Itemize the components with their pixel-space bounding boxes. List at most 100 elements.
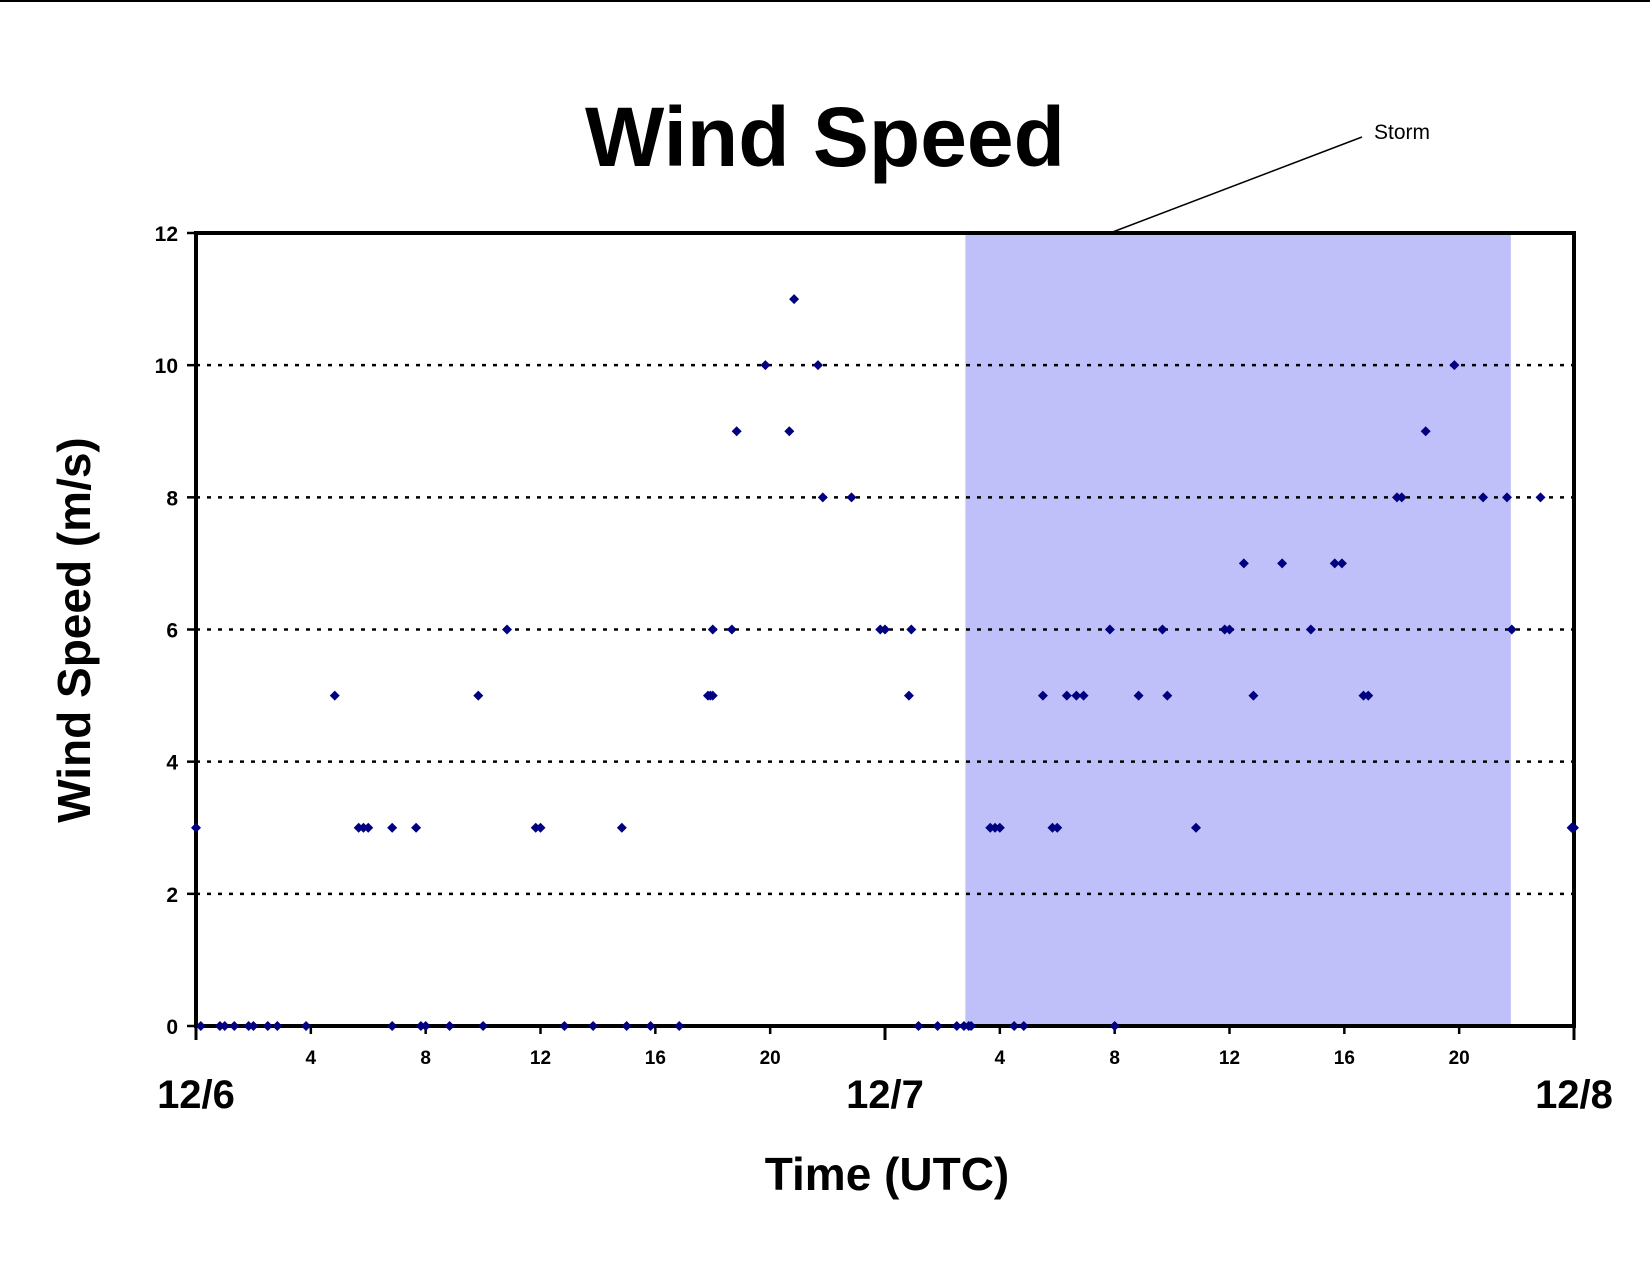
data-point	[535, 822, 546, 833]
data-point	[674, 1021, 685, 1031]
data-point	[1329, 558, 1340, 569]
data-point	[913, 1021, 924, 1031]
x-tick-label: 4	[306, 1048, 317, 1069]
data-point	[248, 1021, 259, 1031]
data-point	[1420, 426, 1431, 437]
data-point	[906, 624, 917, 635]
x-day-label: 12/8	[1535, 1073, 1613, 1117]
data-point	[502, 624, 513, 635]
data-point	[1133, 690, 1144, 701]
data-point	[387, 1021, 398, 1031]
y-tick-label: 10	[155, 355, 178, 378]
data-point	[645, 1021, 656, 1031]
y-tick-label: 0	[166, 1016, 178, 1039]
data-point	[272, 1021, 283, 1031]
data-point	[411, 822, 422, 833]
chart-title: Wind Speed	[585, 90, 1065, 184]
x-tick-label: 8	[1109, 1048, 1120, 1069]
data-point	[994, 822, 1005, 833]
data-point	[444, 1021, 455, 1031]
data-point	[1224, 624, 1235, 635]
data-point	[726, 624, 737, 635]
storm-annotation-line	[1109, 136, 1363, 234]
data-point	[621, 1021, 632, 1031]
data-point	[1478, 492, 1489, 503]
data-point	[707, 690, 718, 701]
data-point	[1009, 1021, 1020, 1031]
data-point	[1535, 492, 1546, 503]
x-tick-label: 8	[420, 1048, 431, 1069]
data-point	[301, 1021, 312, 1031]
data-point	[1071, 690, 1082, 701]
y-tick-label: 2	[166, 884, 178, 907]
data-point	[1569, 822, 1579, 833]
data-point	[846, 492, 857, 503]
x-day-label: 12/7	[846, 1073, 924, 1117]
data-point	[1502, 492, 1513, 503]
data-point	[731, 426, 742, 437]
x-tick-label: 4	[995, 1048, 1006, 1069]
data-point	[616, 822, 627, 833]
data-point	[478, 1021, 489, 1031]
data-point	[1061, 690, 1072, 701]
data-point	[363, 822, 374, 833]
data-point	[903, 690, 914, 701]
data-point	[966, 1021, 977, 1031]
x-tick-label: 16	[645, 1048, 666, 1069]
data-point	[1238, 558, 1249, 569]
data-point	[191, 822, 201, 833]
data-point	[784, 426, 795, 437]
data-point	[1078, 690, 1089, 701]
x-tick-label: 12	[530, 1048, 551, 1069]
x-axis-ticks: 4 8 12 16 20 4 8 12 16 20 12/6 12/7 12/8	[157, 1026, 1613, 1117]
data-point	[932, 1021, 943, 1031]
data-point	[880, 624, 890, 635]
data-point	[219, 1021, 230, 1031]
x-tick-label: 16	[1334, 1048, 1355, 1069]
data-point	[1052, 822, 1063, 833]
data-point	[707, 624, 718, 635]
data-point	[387, 822, 398, 833]
data-point	[229, 1021, 240, 1031]
x-day-label: 12/6	[157, 1073, 235, 1117]
data-point	[813, 360, 824, 371]
data-point	[817, 492, 828, 503]
data-point	[1109, 1021, 1120, 1031]
data-point	[1248, 690, 1259, 701]
data-point	[420, 1021, 431, 1031]
data-points	[191, 294, 1579, 1031]
data-point	[195, 1021, 206, 1031]
y-axis-label: Wind Speed (m/s)	[48, 437, 100, 823]
y-axis-ticks: 0 2 4 6 8 10 12	[155, 223, 196, 1039]
data-point	[1157, 624, 1168, 635]
top-rule	[0, 0, 1650, 2]
data-point	[1449, 360, 1460, 371]
data-point	[1336, 558, 1347, 569]
data-point	[1162, 690, 1173, 701]
data-point	[1191, 822, 1202, 833]
data-point	[1363, 690, 1374, 701]
data-point	[1018, 1021, 1029, 1031]
data-point	[1104, 624, 1115, 635]
data-point	[588, 1021, 599, 1031]
x-tick-label: 20	[760, 1048, 781, 1069]
data-point	[1037, 690, 1048, 701]
data-point	[1305, 624, 1316, 635]
data-point	[473, 690, 484, 701]
y-tick-label: 12	[155, 223, 178, 246]
y-tick-label: 8	[166, 487, 178, 510]
data-point	[329, 690, 340, 701]
data-point	[951, 1021, 962, 1031]
x-tick-label: 20	[1449, 1048, 1470, 1069]
data-point	[1396, 492, 1407, 503]
data-point	[760, 360, 771, 371]
y-tick-label: 6	[166, 620, 178, 643]
data-point	[559, 1021, 570, 1031]
data-point	[789, 294, 800, 305]
data-point	[1277, 558, 1288, 569]
data-point	[262, 1021, 273, 1031]
x-axis-label: Time (UTC)	[765, 1148, 1010, 1200]
data-point	[1506, 624, 1517, 635]
storm-annotation-label: Storm	[1374, 121, 1430, 144]
